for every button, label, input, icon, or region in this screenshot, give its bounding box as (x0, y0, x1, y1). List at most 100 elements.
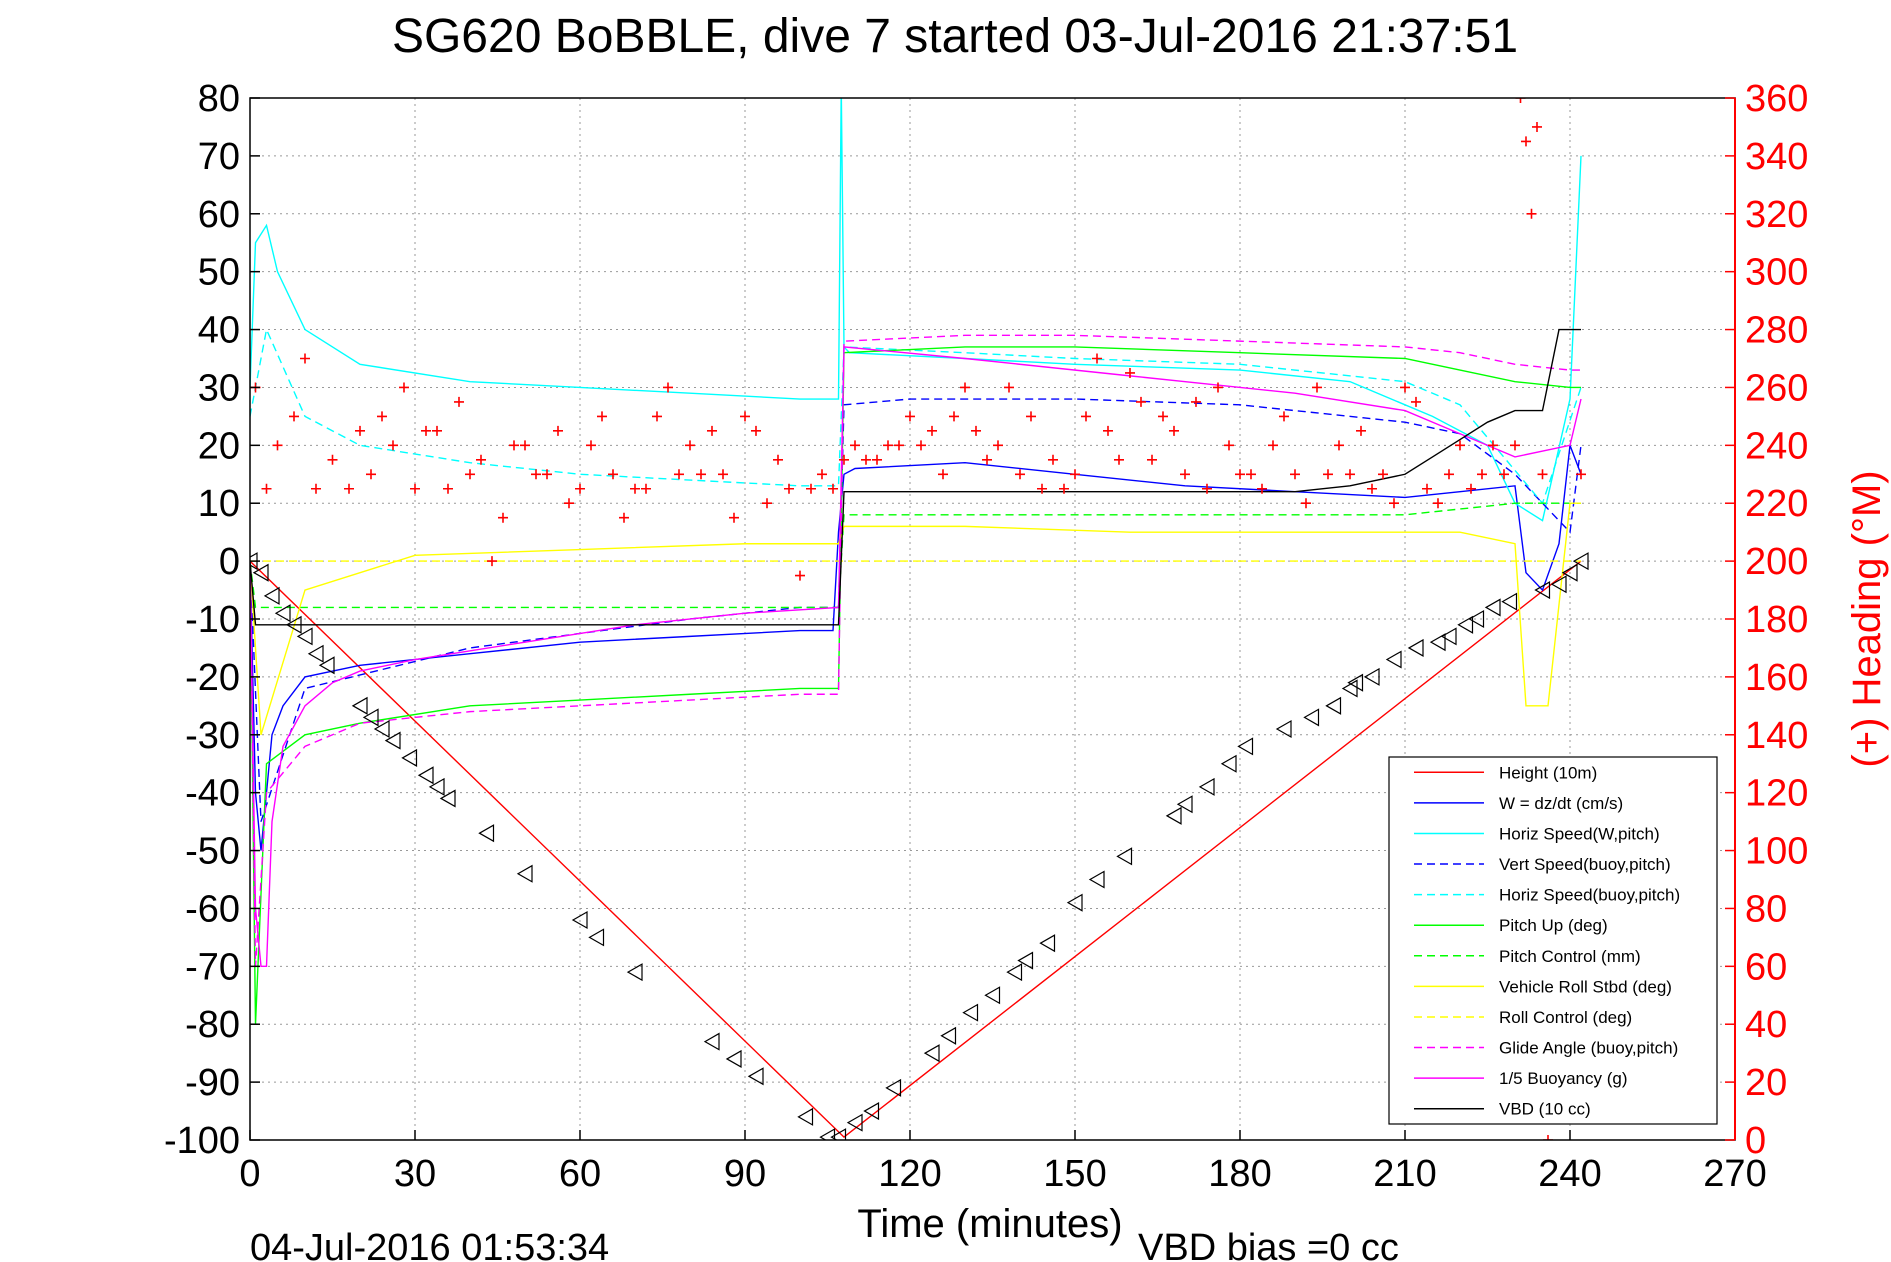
heading-point (421, 425, 431, 436)
depth-marker (1341, 679, 1358, 698)
heading-point (938, 469, 948, 480)
series-layer (250, 98, 1589, 1140)
heading-point (630, 483, 640, 494)
heading-point (1103, 425, 1113, 436)
y-tick-label: 10 (198, 483, 240, 525)
heading-point (432, 425, 442, 436)
heading-point (1180, 469, 1190, 480)
axis-ticks: 0 30 60 90 120 150 180 210 240 270-100-90-80-70-6… (164, 78, 1808, 1195)
depth-marker (1550, 575, 1567, 594)
depth-marker (819, 1128, 836, 1140)
y-tick-label: -90 (185, 1062, 240, 1104)
y-tick-label: 60 (198, 194, 240, 236)
x-tick-label: 60 (559, 1153, 601, 1195)
depth-marker (516, 864, 533, 883)
depth-marker (1303, 708, 1320, 727)
depth-marker (984, 986, 1001, 1005)
y2-tick-label: 280 (1745, 310, 1808, 352)
legend-entry: VBD (10 cc) (1499, 1100, 1591, 1119)
y-tick-label: 0 (219, 541, 240, 583)
depth-marker (1275, 719, 1292, 739)
series-line (250, 334, 1581, 967)
series-line (250, 445, 1582, 851)
heading-point (1488, 440, 1498, 451)
heading-point (1147, 454, 1157, 465)
legend-entry: Vert Speed(buoy,pitch) (1499, 855, 1671, 874)
depth-marker (885, 1078, 902, 1097)
y-tick-label: -10 (185, 599, 240, 641)
x-axis-label: Time (minutes) (857, 1202, 1122, 1246)
heading-point (663, 382, 673, 393)
heading-point (762, 498, 772, 509)
heading-point (1246, 469, 1256, 480)
depth-marker (1325, 696, 1342, 715)
y-tick-label: -100 (164, 1120, 240, 1162)
y2-tick-label: 140 (1745, 715, 1808, 757)
depth-marker (417, 766, 434, 785)
y-tick-label: 50 (198, 252, 240, 294)
depth-marker (401, 748, 418, 767)
depth-marker (478, 824, 495, 843)
heading-point (828, 483, 838, 494)
depth-marker (1484, 598, 1501, 617)
series-line (250, 398, 1582, 822)
heading-point (465, 469, 475, 480)
heading-point (1389, 498, 1399, 509)
heading-point (1224, 440, 1234, 451)
heading-point (806, 483, 816, 494)
heading-point (1323, 469, 1333, 480)
depth-marker (588, 928, 605, 947)
heading-point (377, 411, 387, 422)
heading-point (476, 454, 486, 465)
y2-tick-label: 260 (1745, 367, 1808, 409)
heading-point (261, 483, 272, 494)
x-tick-label: 120 (878, 1153, 941, 1195)
legend-entry: Pitch Up (deg) (1499, 916, 1608, 935)
depth-marker (373, 719, 390, 739)
heading-point (1169, 425, 1179, 436)
depth-marker (362, 708, 379, 727)
depth-marker (1066, 893, 1083, 912)
y2-tick-label: 160 (1745, 657, 1808, 699)
heading-point (740, 411, 750, 422)
depth-marker (1363, 667, 1380, 686)
series-line (250, 502, 1581, 609)
depth-marker (428, 777, 445, 796)
y-tick-label: -70 (185, 946, 240, 988)
heading-point (1334, 440, 1344, 451)
heading-point (1537, 469, 1548, 480)
y2-tick-label: 360 (1745, 78, 1808, 120)
heading-point (1521, 136, 1531, 147)
heading-point (1202, 483, 1212, 494)
heading-point (1532, 121, 1542, 132)
heading-point (586, 440, 596, 451)
depth-marker (571, 910, 588, 930)
depth-marker (940, 1026, 957, 1045)
x-tick-label: 240 (1538, 1153, 1601, 1195)
heading-point (1466, 483, 1476, 494)
heading-point (916, 440, 926, 451)
heading-point (1510, 440, 1520, 451)
heading-point (1048, 454, 1058, 465)
heading-point (272, 440, 283, 451)
heading-point (652, 411, 662, 422)
heading-point (795, 570, 805, 581)
heading-point (696, 469, 706, 480)
footer-timestamp: 04-Jul-2016 01:53:34 (250, 1227, 609, 1262)
heading-point (1081, 411, 1091, 422)
depth-marker (703, 1032, 720, 1051)
y2-tick-label: 300 (1745, 252, 1808, 294)
depth-marker (1561, 563, 1578, 582)
heading-point (531, 469, 541, 480)
heading-point (784, 483, 794, 494)
x-tick-label: 180 (1208, 1153, 1271, 1195)
y-tick-label: -40 (185, 773, 240, 815)
y-tick-label: 30 (198, 367, 240, 409)
depth-marker (252, 563, 269, 582)
depth-marker (384, 731, 401, 750)
depth-marker (296, 627, 313, 646)
heading-point (1301, 498, 1311, 509)
depth-marker (1006, 963, 1023, 982)
heading-point (707, 425, 717, 436)
depth-marker (1440, 627, 1457, 646)
